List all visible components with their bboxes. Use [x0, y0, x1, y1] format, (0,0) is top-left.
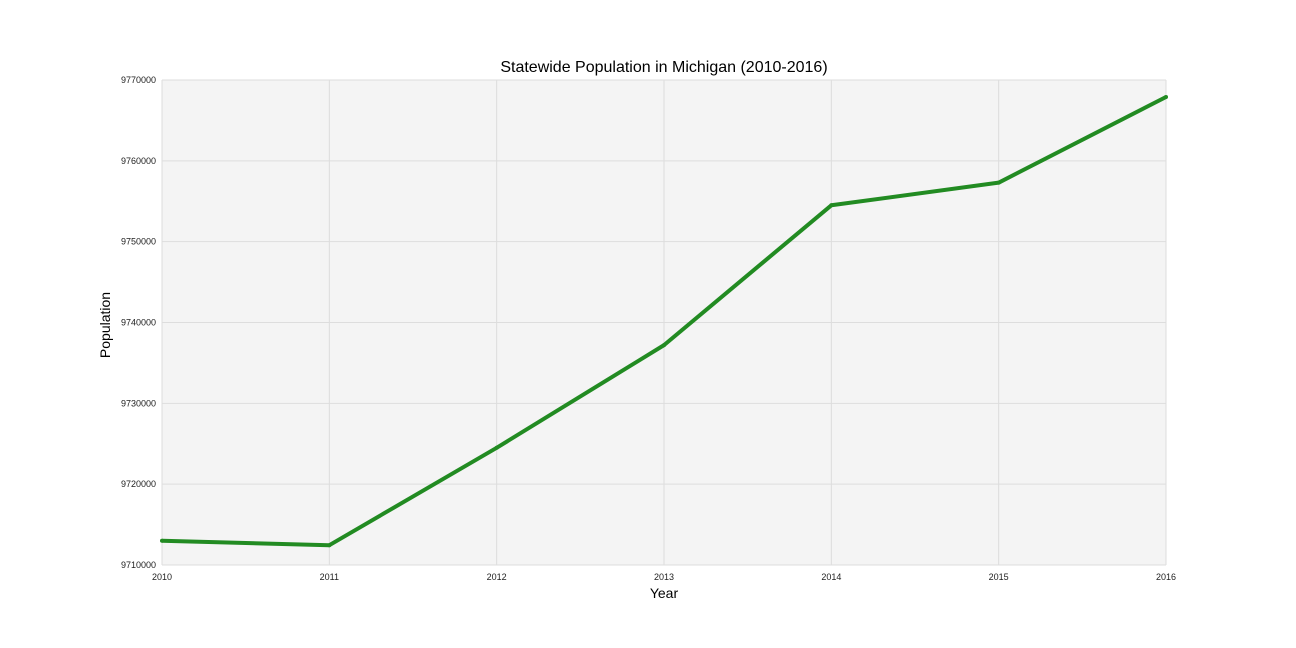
y-tick-label: 9720000 [121, 479, 156, 489]
y-tick-label: 9750000 [121, 237, 156, 247]
y-tick-label: 9730000 [121, 398, 156, 408]
data-point [1164, 94, 1168, 99]
data-point [662, 343, 666, 348]
grid-lines [161, 79, 1167, 566]
data-point [494, 445, 499, 450]
x-tick-label: 2012 [487, 572, 507, 582]
y-axis-label: Population [97, 292, 113, 358]
x-axis-ticks: 2010 2011 2012 2013 2014 2015 2016 [152, 572, 1176, 582]
data-point [996, 180, 1001, 185]
x-tick-label: 2014 [821, 572, 841, 582]
y-tick-label: 9740000 [121, 318, 156, 328]
x-tick-label: 2013 [654, 572, 674, 582]
data-point [327, 543, 332, 548]
y-axis-ticks: 9710000 9720000 9730000 9740000 9750000 97600… [121, 75, 156, 570]
data-point [160, 538, 164, 543]
y-tick-label: 9770000 [121, 75, 156, 85]
chart-title: Statewide Population in Michigan (2010-2… [500, 59, 827, 76]
series-layer [160, 94, 1168, 548]
data-point [829, 203, 834, 208]
x-axis-label: Year [650, 585, 679, 601]
x-tick-label: 2016 [1156, 572, 1176, 582]
x-tick-label: 2015 [989, 572, 1009, 582]
y-tick-label: 9710000 [121, 560, 156, 570]
x-tick-label: 2011 [320, 572, 339, 582]
y-tick-label: 9760000 [121, 156, 156, 166]
x-tick-label: 2010 [152, 572, 172, 582]
